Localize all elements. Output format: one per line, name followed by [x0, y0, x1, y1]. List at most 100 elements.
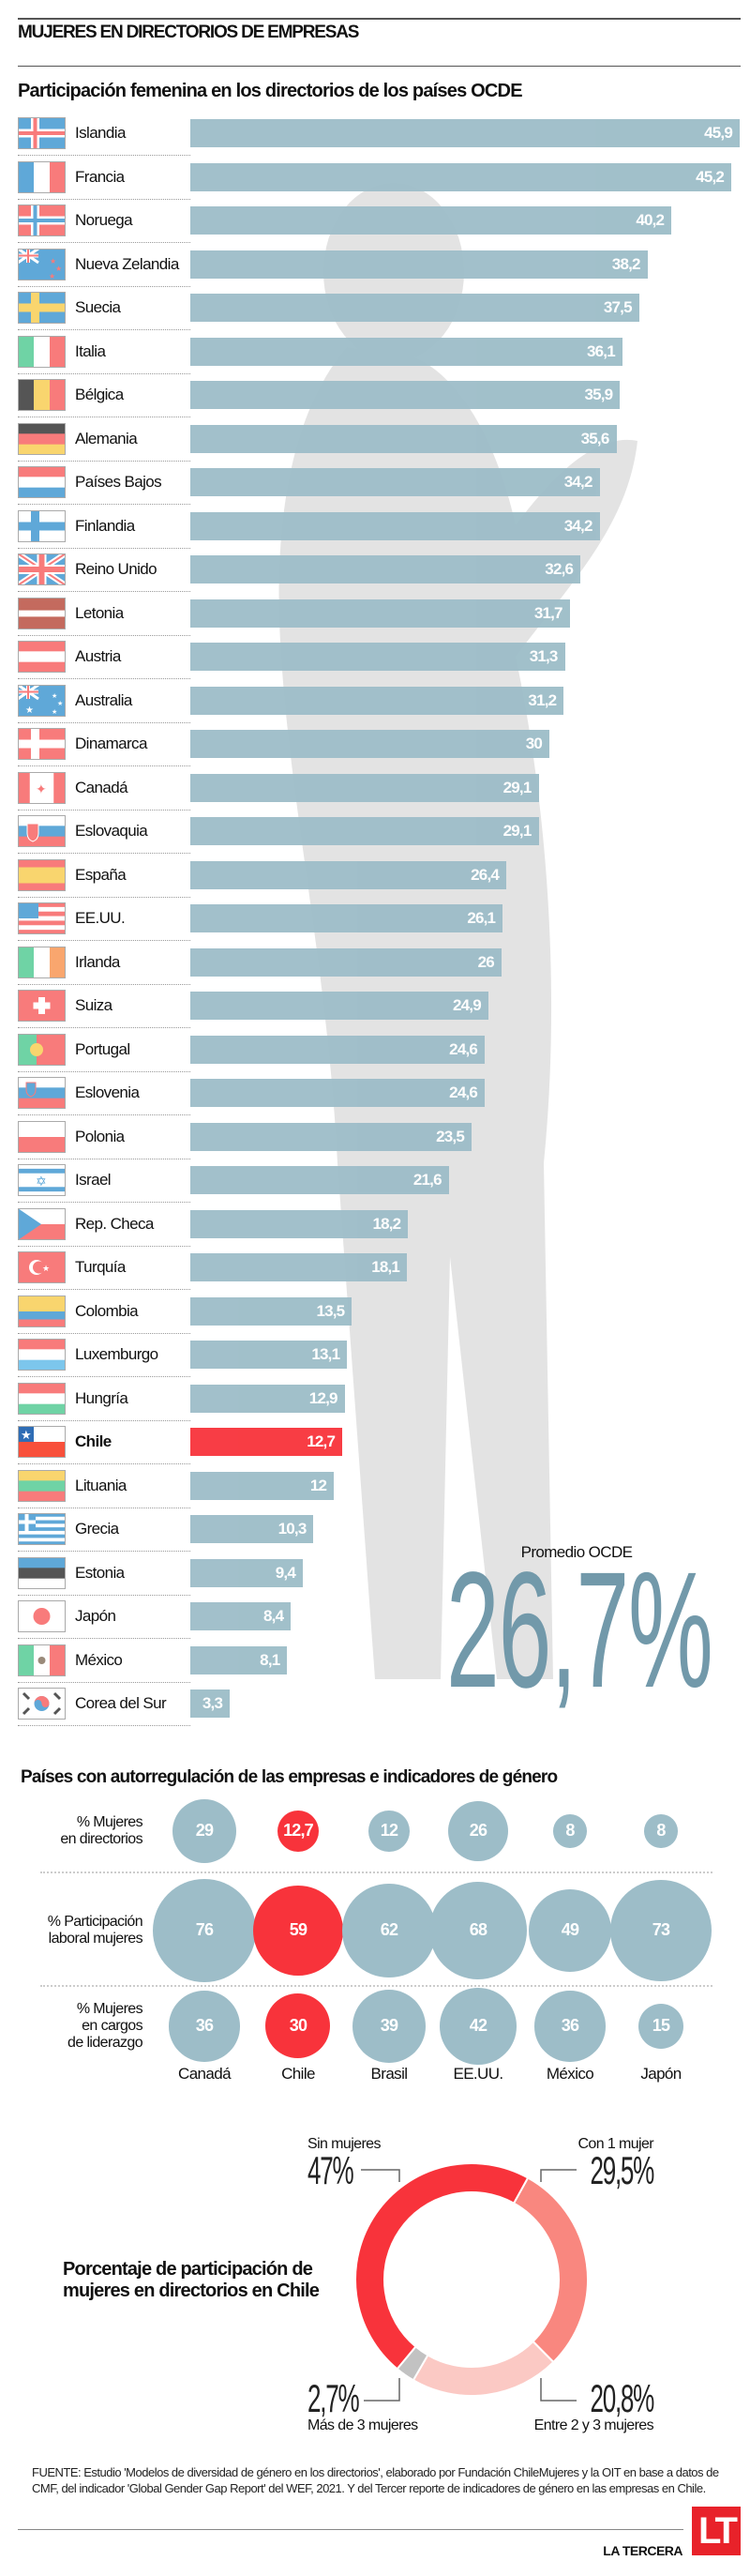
- bar-value-label: 26,4: [471, 865, 500, 884]
- country-label: Brasil: [370, 2065, 409, 2083]
- flag-is-icon: [18, 117, 66, 149]
- row-separator: [18, 1594, 190, 1596]
- bar-value-label: 18,2: [372, 1214, 401, 1233]
- bar: 26,1: [190, 904, 503, 932]
- bar-value-label: 24,9: [453, 996, 482, 1014]
- bubble: 8: [644, 1814, 678, 1848]
- flag-il-icon: ✡: [18, 1164, 66, 1197]
- bubble: 15: [638, 2003, 684, 2050]
- slice-percent-label: 47%: [308, 2148, 354, 2192]
- donut-title-line: mujeres en directorios en Chile: [63, 2281, 320, 2301]
- bubble: 42: [440, 1988, 517, 2065]
- page-title: MUJERES EN DIRECTORIOS DE EMPRESAS: [18, 23, 359, 42]
- bar-value-label: 26,1: [467, 909, 496, 927]
- bubble: 73: [610, 1880, 712, 1981]
- bar: 3,3: [190, 1690, 231, 1718]
- flag-lt-icon: [18, 1469, 66, 1502]
- country-label: Nueva Zelandia: [75, 254, 179, 273]
- flag-nz-icon: ★ ★ ★: [17, 247, 66, 280]
- bar: 24,9: [190, 992, 488, 1020]
- bar: 8,1: [190, 1645, 288, 1674]
- bar: 31,2: [190, 686, 564, 715]
- bar-value-label: 23,5: [436, 1127, 465, 1145]
- flag-ee-icon: [18, 1556, 66, 1589]
- slice-name-label: Entre 2 y 3 mujeres: [533, 2417, 654, 2433]
- bar: 10,3: [190, 1515, 314, 1543]
- bar-value-label: 40,2: [636, 211, 665, 229]
- row-separator: [18, 1376, 190, 1377]
- bubble: 12,7: [277, 1810, 320, 1853]
- bar: 26,4: [190, 860, 507, 889]
- flag-gb-icon: [16, 551, 68, 588]
- svg-text:★: ★: [50, 257, 56, 265]
- bar-value-label: 8,1: [260, 1650, 280, 1669]
- bar: 32,6: [190, 555, 581, 583]
- flag-hu-icon: [18, 1382, 66, 1415]
- svg-text:★: ★: [57, 700, 63, 707]
- country-label: Bélgica: [75, 386, 124, 403]
- country-label: España: [75, 865, 127, 884]
- bar-value-label: 12,9: [308, 1388, 338, 1407]
- country-label: México: [546, 2065, 594, 2083]
- bubble: 36: [534, 1991, 606, 2062]
- brand-name: LA TERCERA: [603, 2543, 682, 2558]
- average-value: 26,7%: [446, 1538, 713, 1722]
- bar: 24,6: [190, 1079, 486, 1107]
- bar: 36,1: [190, 337, 622, 366]
- flag-sk-icon: [18, 815, 66, 848]
- country-label: Estonia: [75, 1563, 125, 1582]
- country-label: Grecia: [75, 1520, 119, 1538]
- bar: 45,9: [190, 119, 740, 147]
- bar-value-label: 35,9: [584, 386, 613, 403]
- country-label: Noruega: [75, 211, 133, 229]
- country-label: Eslovaquia: [75, 822, 148, 840]
- svg-text:★: ★: [49, 272, 55, 280]
- row-separator: [18, 1725, 190, 1726]
- bar: 12: [190, 1471, 335, 1500]
- svg-text:✡: ✡: [36, 1174, 47, 1189]
- flag-no-icon: [18, 205, 66, 236]
- bar: 34,2: [190, 468, 600, 496]
- bar: 45,2: [190, 162, 732, 191]
- row-separator: [18, 1551, 190, 1552]
- bubble-value: 8: [565, 1821, 575, 1841]
- country-label: EE.UU.: [75, 909, 126, 927]
- bar: 18,2: [190, 1209, 409, 1238]
- country-label: México: [75, 1650, 123, 1669]
- row-separator: [18, 940, 190, 941]
- bar-value-label: 36,1: [586, 341, 616, 360]
- country-label: Portugal: [75, 1039, 130, 1058]
- flag-se-icon: [18, 292, 66, 324]
- bubble-value: 12: [380, 1821, 398, 1841]
- bar-value-label: 29,1: [502, 778, 532, 796]
- bubble-value: 62: [380, 1920, 398, 1940]
- slice-percent-label: 2,7%: [308, 2376, 360, 2420]
- bar-value-label: 38,2: [611, 254, 641, 273]
- bar-value-label: 37,5: [603, 298, 633, 316]
- metric-label: % Mujeres en cargos de liderazgo: [68, 2001, 143, 2052]
- leader-line: [364, 2378, 400, 2402]
- bar-value-label: 18,1: [371, 1258, 400, 1276]
- leader-line: [540, 2169, 577, 2182]
- bubble-value: 39: [380, 2016, 398, 2036]
- country-label: Italia: [75, 341, 106, 360]
- bar-value-label: 29,1: [502, 822, 532, 840]
- svg-text:★: ★: [55, 265, 62, 273]
- country-label: Corea del Sur: [75, 1694, 167, 1712]
- bar: 23,5: [190, 1122, 472, 1151]
- country-label: Rep. Checa: [75, 1214, 154, 1233]
- bar: 18,1: [190, 1253, 408, 1281]
- metric-label-line: de liderazgo: [68, 2035, 143, 2051]
- row-separator: [18, 329, 190, 330]
- row-separator: [18, 1114, 190, 1115]
- bar: 12,7: [190, 1428, 343, 1456]
- flag-it-icon: [18, 335, 67, 368]
- svg-text:★: ★: [52, 692, 57, 700]
- row-separator: [18, 1245, 190, 1247]
- bar: 37,5: [190, 294, 639, 322]
- row-separator: [18, 547, 190, 549]
- bar-value-label: 34,2: [563, 516, 593, 535]
- bubble-value: 68: [469, 1920, 488, 1940]
- svg-text:★: ★: [21, 1428, 32, 1442]
